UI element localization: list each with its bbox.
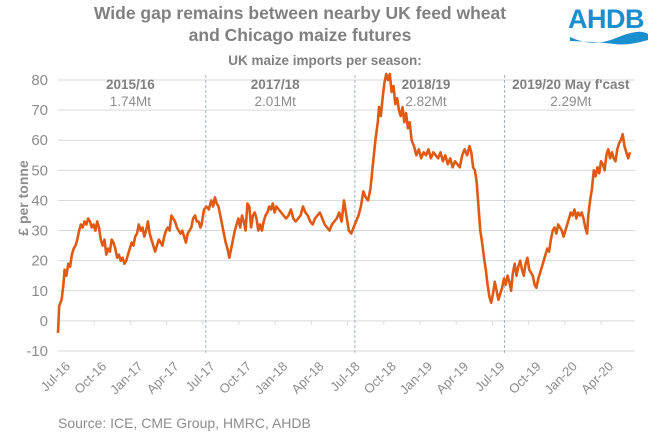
logo-text: AHDB bbox=[568, 4, 645, 34]
x-tick-label: Oct-19 bbox=[506, 359, 544, 397]
chart-title: Wide gap remains between nearby UK feed … bbox=[90, 2, 510, 46]
chart-subtitle: UK maize imports per season: bbox=[228, 53, 422, 68]
chart-title-line2: and Chicago maize futures bbox=[188, 25, 412, 45]
x-tick-label: Apr-18 bbox=[288, 359, 326, 397]
season-imports-label: 2.29Mt bbox=[550, 94, 592, 109]
y-tick-label-40: 40 bbox=[31, 192, 48, 209]
x-tick-label: Jul-19 bbox=[472, 359, 508, 395]
series-group bbox=[56, 72, 632, 333]
x-tick-label: Apr-19 bbox=[433, 359, 471, 397]
y-axis-ticks: -10 0 10 20 30 40 50 60 70 80 bbox=[26, 72, 48, 360]
y-tick-label-50: 50 bbox=[31, 162, 48, 179]
x-tick-label: Oct-17 bbox=[216, 359, 254, 397]
season-name-label: 2017/18 bbox=[251, 77, 300, 92]
y-tick-label-0: 0 bbox=[40, 313, 48, 330]
x-tick-label: Jan-19 bbox=[396, 359, 435, 398]
season-imports-label: 1.74Mt bbox=[110, 94, 152, 109]
x-tick-label: Apr-17 bbox=[144, 359, 182, 397]
x-tick-label: Jul-16 bbox=[38, 359, 74, 395]
logo-wave-icon bbox=[570, 31, 648, 45]
season-imports-label: 2.82Mt bbox=[405, 94, 447, 109]
x-tick-label: Jan-20 bbox=[541, 359, 580, 398]
chart-title-line1: Wide gap remains between nearby UK feed … bbox=[93, 3, 507, 23]
x-tick-label: Oct-16 bbox=[71, 359, 109, 397]
season-labels: 2015/16 1.74Mt 2017/18 2.01Mt 2018/19 2.82Mt 2… bbox=[106, 77, 630, 109]
gridlines bbox=[58, 79, 635, 352]
season-imports-label: 2.01Mt bbox=[255, 94, 297, 109]
x-tick-label: Jan-18 bbox=[252, 359, 291, 398]
y-tick-label-70: 70 bbox=[31, 102, 48, 119]
x-tick-label: Apr-20 bbox=[578, 359, 616, 397]
y-tick-label--10: -10 bbox=[26, 343, 48, 360]
y-tick-label-30: 30 bbox=[31, 223, 48, 240]
series-line bbox=[56, 72, 632, 333]
ahdb-logo: AHDB bbox=[568, 4, 648, 48]
source-note: Source: ICE, CME Group, HMRC, AHDB bbox=[58, 415, 311, 431]
x-tick-label: Jul-18 bbox=[327, 359, 363, 395]
y-tick-label-10: 10 bbox=[31, 283, 48, 300]
season-name-label: 2015/16 bbox=[106, 77, 155, 92]
season-dividers bbox=[205, 75, 505, 355]
y-tick-label-60: 60 bbox=[31, 132, 48, 149]
season-name-label: 2018/19 bbox=[402, 77, 451, 92]
season-name-label: 2019/20 May f'cast bbox=[512, 77, 630, 92]
x-tick-label: Jan-17 bbox=[107, 359, 146, 398]
y-tick-label-20: 20 bbox=[31, 253, 48, 270]
y-tick-label-80: 80 bbox=[31, 72, 48, 89]
x-tick-label: Oct-18 bbox=[361, 359, 399, 397]
x-tick-label: Jul-17 bbox=[182, 359, 218, 395]
